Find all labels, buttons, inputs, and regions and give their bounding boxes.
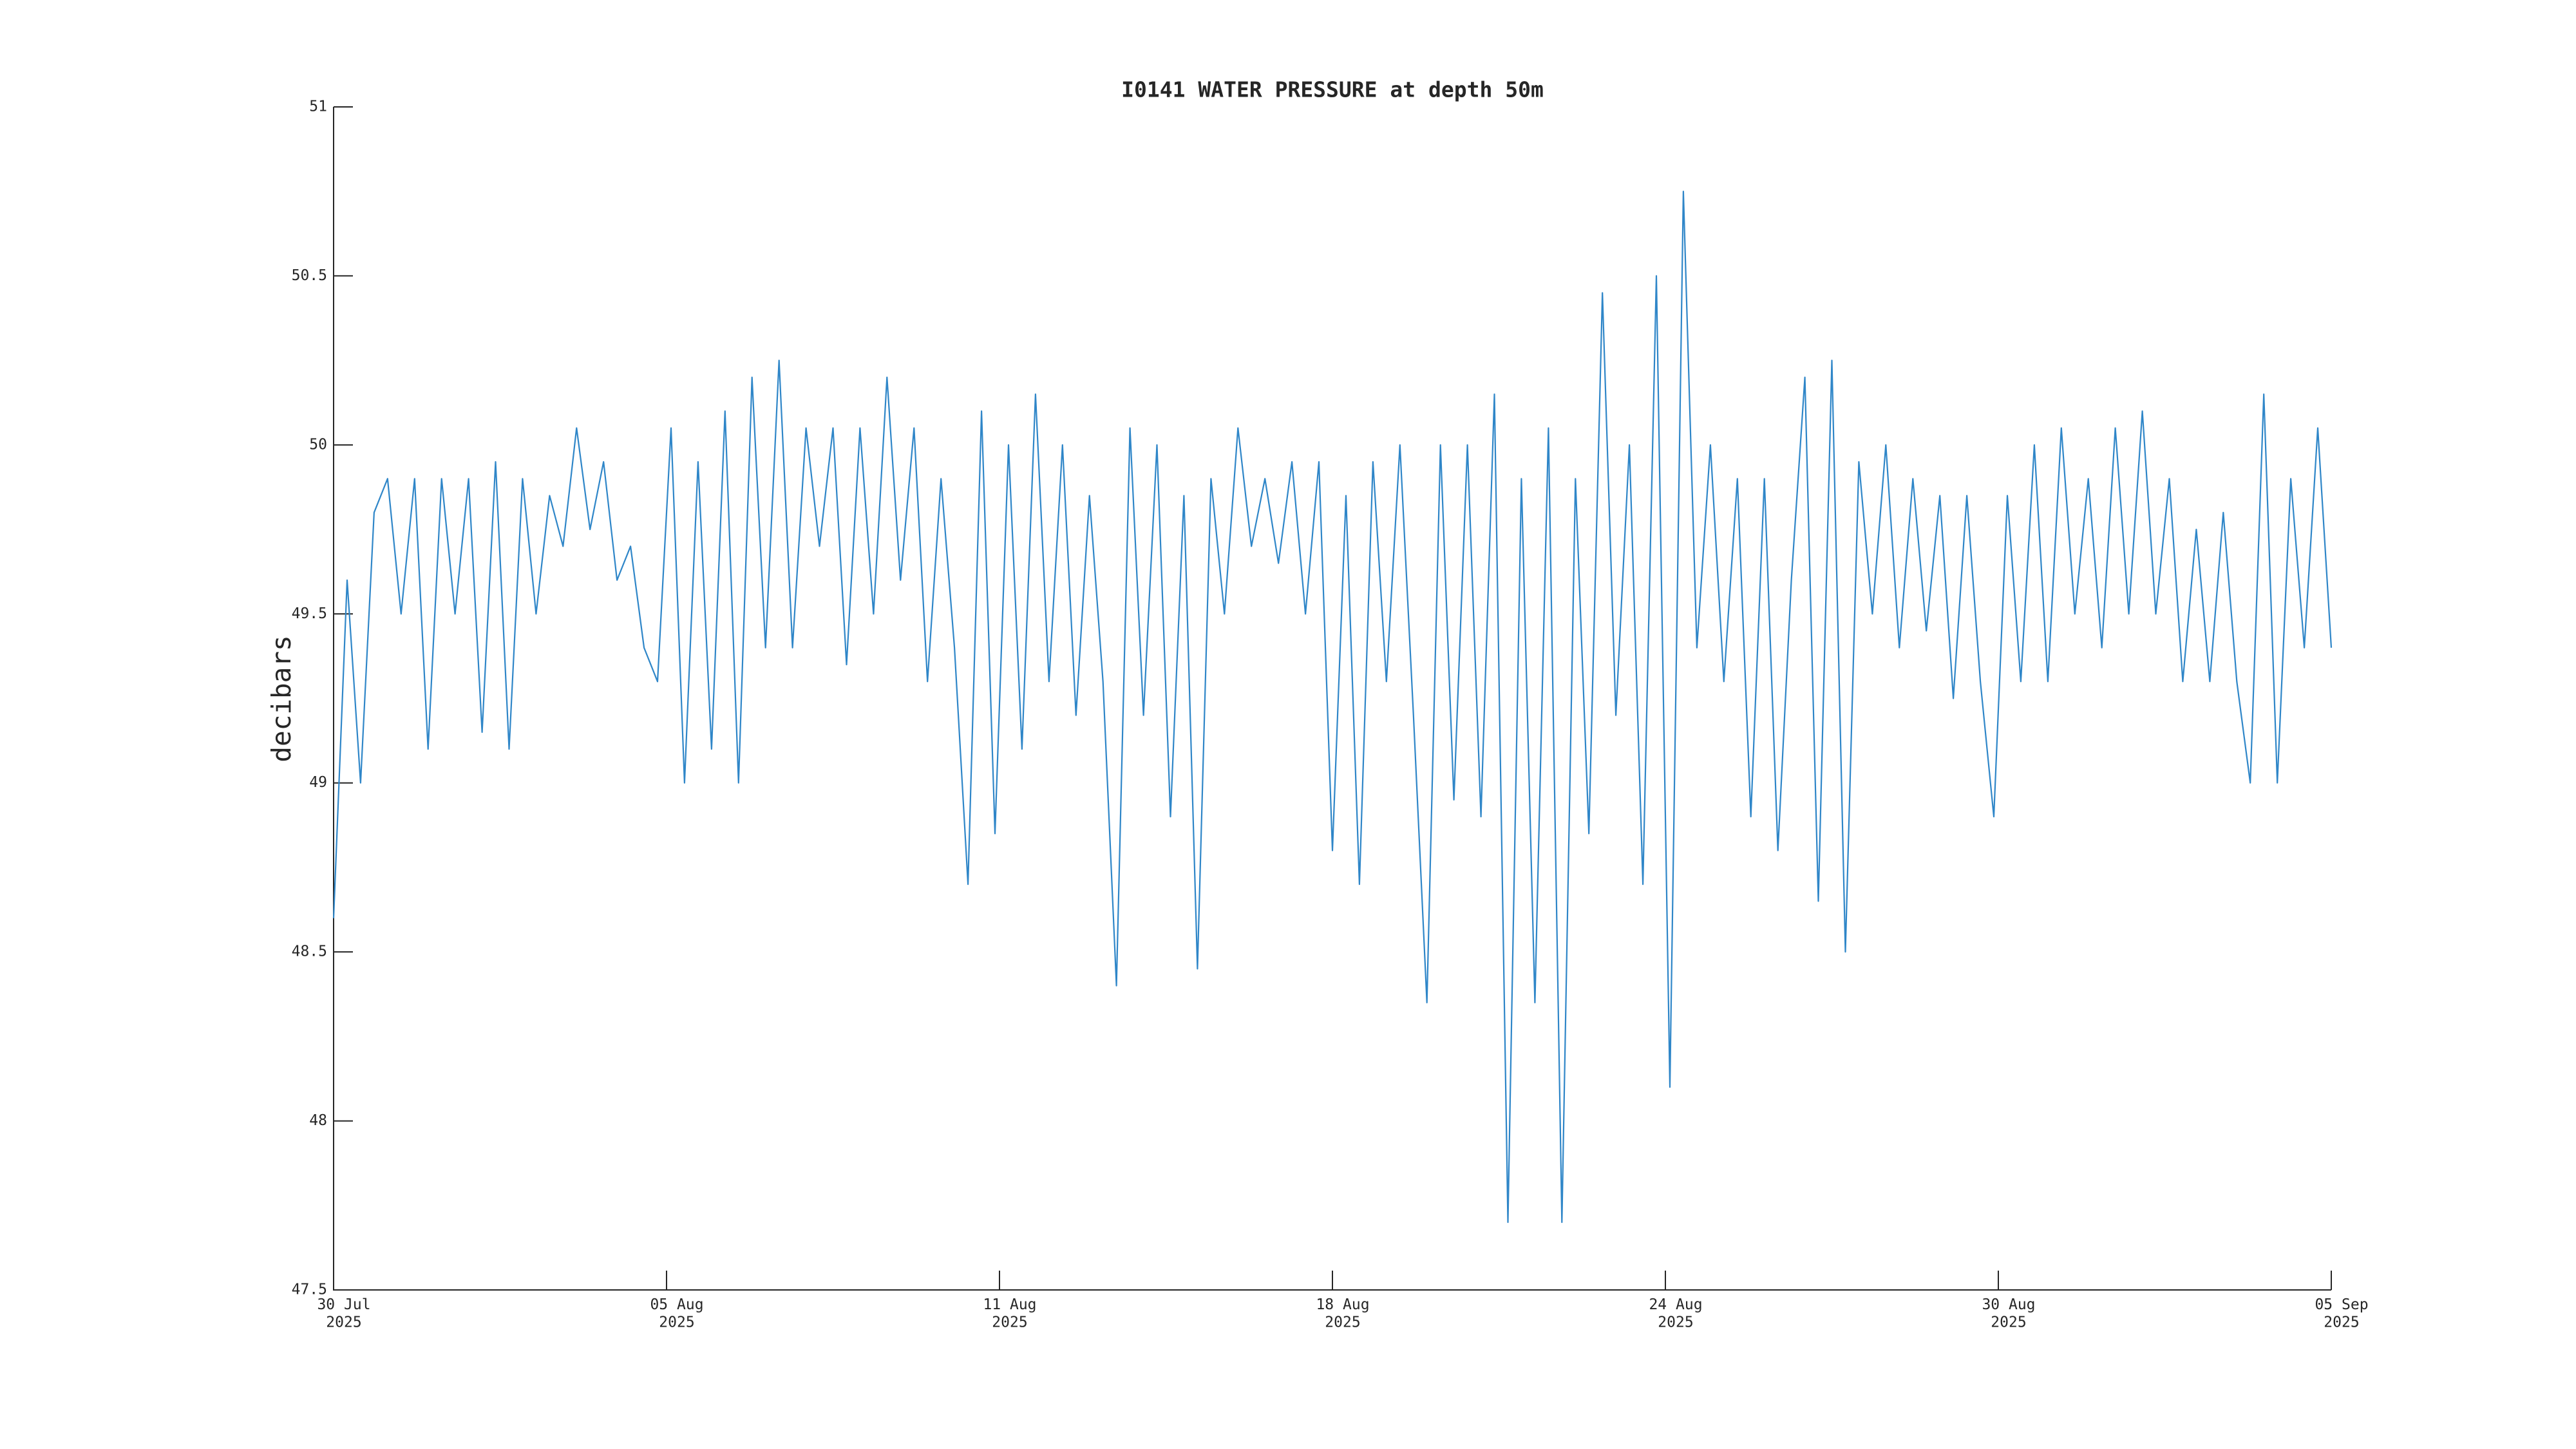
chart-title: I0141 WATER PRESSURE at depth 50m (1121, 77, 1544, 102)
x-tick-label: 24 Aug 2025 (1649, 1296, 1702, 1331)
x-tick-label: 11 Aug 2025 (983, 1296, 1036, 1331)
x-tick-label: 05 Aug 2025 (650, 1296, 703, 1331)
y-tick-label: 47.5 (292, 1282, 327, 1298)
y-tick-label: 50 (309, 436, 327, 453)
y-tick-label: 51 (309, 99, 327, 115)
y-axis-label: decibars (266, 635, 297, 762)
data-line (332, 191, 2333, 1224)
y-tick-label: 48.5 (292, 943, 327, 960)
y-tick-label: 49 (309, 774, 327, 791)
x-tick-label: 30 Jul 2025 (317, 1296, 370, 1331)
y-tick-label: 48 (309, 1112, 327, 1129)
x-tick-label: 05 Sep 2025 (2315, 1296, 2368, 1331)
x-tick-label: 30 Aug 2025 (1982, 1296, 2035, 1331)
y-tick-label: 49.5 (292, 605, 327, 622)
y-tick-label: 50.5 (292, 267, 327, 284)
x-tick-label: 18 Aug 2025 (1316, 1296, 1369, 1331)
